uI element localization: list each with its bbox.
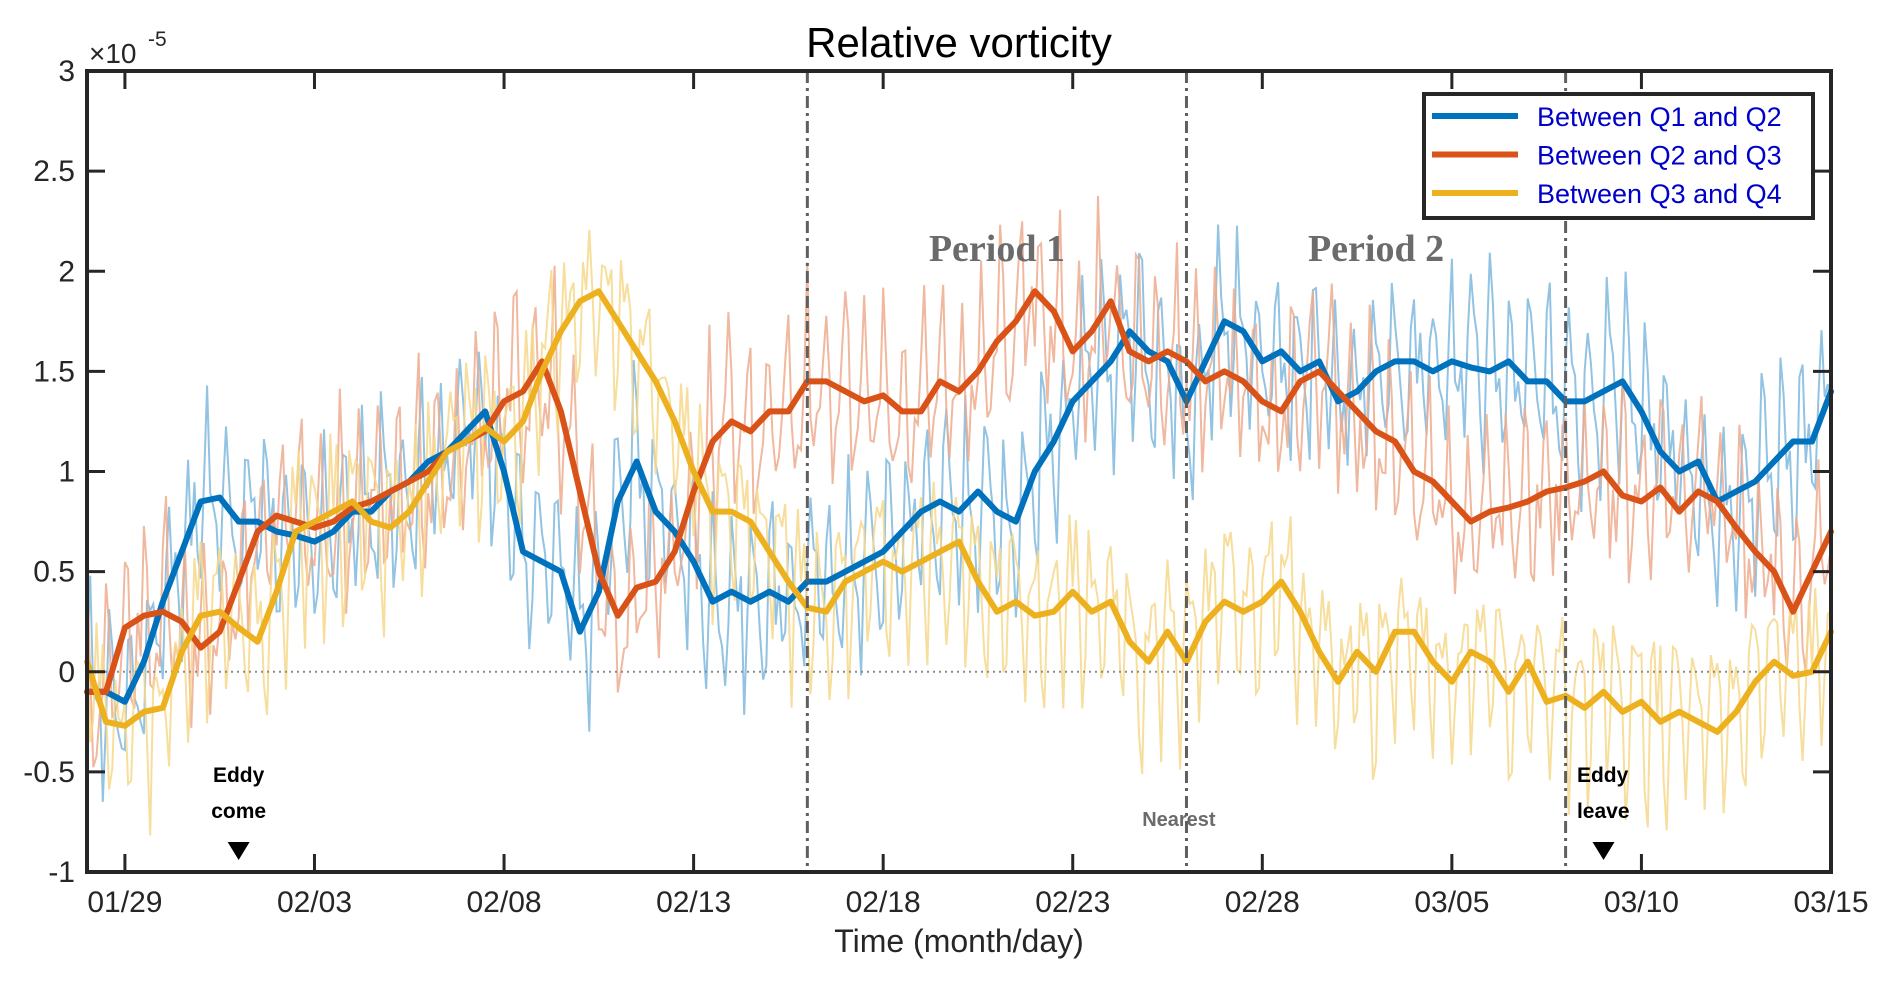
y-tick-label: 3 (58, 55, 75, 88)
event-label: Eddy (213, 764, 265, 787)
event-triangle-marker (1592, 842, 1615, 860)
x-tick-label: 02/23 (1035, 886, 1110, 919)
x-axis-label: Time (month/day) (834, 923, 1084, 959)
smoothed-series-layer (84, 288, 1834, 735)
y-tick-label: 0 (58, 656, 75, 689)
x-tick-label: 02/08 (467, 886, 542, 919)
legend-entry-label: Between Q1 and Q2 (1537, 102, 1782, 132)
x-tick-label: 01/29 (87, 886, 162, 919)
smoothed-series-line (84, 318, 1834, 705)
smoothed-series-line (84, 288, 1834, 735)
x-tick-label: 03/10 (1604, 886, 1679, 919)
legend: Between Q1 and Q2 Between Q2 and Q3 Betwee… (1422, 92, 1815, 220)
event-triangle-marker (227, 842, 250, 860)
y-tick-label: -1 (48, 856, 75, 889)
x-tick-label: 02/28 (1225, 886, 1300, 919)
y-tick-label: 0.5 (33, 556, 75, 589)
y-tick-label: 1.5 (33, 355, 75, 388)
x-tick-label: 03/15 (1793, 886, 1868, 919)
period-label: Period 1 (929, 228, 1065, 270)
y-tick-label: 1 (58, 456, 75, 489)
x-tick-label: 02/13 (656, 886, 731, 919)
event-label: come (211, 800, 266, 823)
smoothed-series-line (84, 288, 1834, 695)
event-label: Eddy (1577, 764, 1629, 787)
event-label: leave (1577, 800, 1630, 823)
x-tick-label: 02/03 (277, 886, 352, 919)
legend-entry-label: Between Q3 and Q4 (1537, 179, 1782, 209)
annotations-layer: Period 1 Period 2 Nearest Eddy come Eddy leave (211, 228, 1630, 860)
period-label: Period 2 (1308, 228, 1444, 270)
axes-layer: 01/29 02/03 02/08 02/13 02/18 02/23 02/28 03/05… (23, 55, 1868, 919)
y-tick-label: -0.5 (23, 756, 75, 789)
y-multiplier: ×10 -5 (89, 28, 167, 69)
raw-series-line (86, 229, 1832, 836)
y-tick-label: 2.5 (33, 155, 75, 188)
chart-title: Relative vorticity (806, 19, 1112, 66)
x-tick-label: 02/18 (846, 886, 921, 919)
y-multiplier-base: ×10 (89, 38, 137, 69)
x-tick-label: 03/05 (1414, 886, 1489, 919)
raw-series-line (86, 224, 1832, 802)
legend-entry-label: Between Q2 and Q3 (1537, 141, 1782, 171)
y-tick-label: 2 (58, 255, 75, 288)
y-multiplier-exponent: -5 (148, 28, 167, 51)
nearest-label: Nearest (1142, 809, 1216, 831)
